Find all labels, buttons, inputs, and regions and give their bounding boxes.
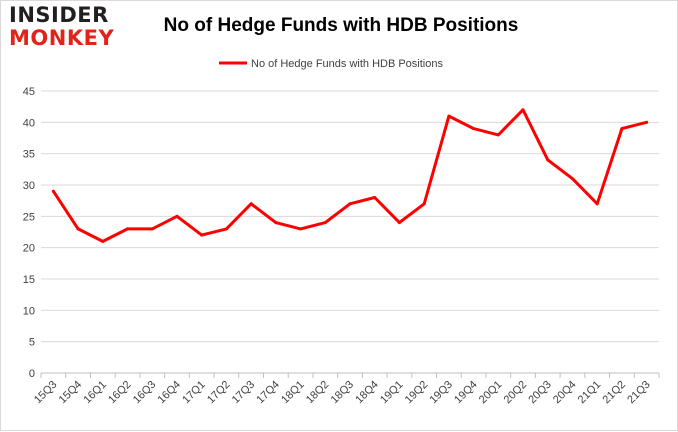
- data-point: [249, 202, 253, 206]
- data-point: [51, 189, 55, 193]
- y-tick-label: 40: [23, 117, 35, 129]
- data-point: [175, 214, 179, 218]
- gridlines: [41, 90, 659, 374]
- x-tick-label: 17Q4: [254, 379, 282, 407]
- x-tick-label: 21Q1: [576, 379, 604, 407]
- x-tick-label: 21Q3: [625, 379, 653, 407]
- x-tick-label: 19Q3: [427, 379, 455, 407]
- data-point: [546, 158, 550, 162]
- x-tick-label: 18Q1: [279, 379, 307, 407]
- legend: No of Hedge Funds with HDB Positions: [219, 58, 443, 70]
- data-point: [150, 227, 154, 231]
- x-tick-label: 17Q3: [230, 379, 258, 407]
- insider-monkey-logo: INSIDER MONKEY: [9, 5, 131, 49]
- x-tick-label: 20Q4: [551, 379, 579, 407]
- series-layer: [51, 108, 649, 243]
- x-tick-label: 17Q2: [205, 379, 233, 407]
- logo-line-2: MONKEY: [9, 26, 115, 50]
- data-point: [496, 133, 500, 137]
- x-tick-label: 20Q3: [526, 379, 554, 407]
- y-tick-label: 15: [23, 274, 35, 286]
- x-axis: 15Q315Q416Q116Q216Q316Q417Q117Q217Q317Q4…: [32, 373, 660, 407]
- data-point: [397, 221, 401, 225]
- y-tick-label: 10: [23, 305, 35, 317]
- x-tick-label: 21Q2: [601, 379, 629, 407]
- y-tick-label: 30: [23, 180, 35, 192]
- y-tick-label: 0: [29, 368, 35, 380]
- data-point: [126, 227, 130, 231]
- x-tick-label: 18Q2: [304, 379, 332, 407]
- x-tick-label: 16Q2: [106, 379, 134, 407]
- x-tick-label: 19Q1: [378, 379, 406, 407]
- data-point: [447, 114, 451, 118]
- x-tick-label: 15Q3: [32, 379, 60, 407]
- x-tick-label: 16Q3: [131, 379, 159, 407]
- x-tick-label: 18Q4: [353, 379, 381, 407]
- y-tick-label: 35: [23, 149, 35, 161]
- data-point: [570, 177, 574, 181]
- data-point: [299, 227, 303, 231]
- data-point: [323, 221, 327, 225]
- x-tick-label: 20Q1: [477, 379, 505, 407]
- data-point: [521, 108, 525, 112]
- x-tick-label: 20Q2: [502, 379, 530, 407]
- data-point: [274, 221, 278, 225]
- legend-label: No of Hedge Funds with HDB Positions: [251, 58, 443, 70]
- data-point: [595, 202, 599, 206]
- x-tick-label: 15Q4: [57, 379, 85, 407]
- x-tick-label: 19Q2: [403, 379, 431, 407]
- data-point: [348, 202, 352, 206]
- y-tick-label: 45: [23, 86, 35, 98]
- data-point: [645, 120, 649, 124]
- x-tick-label: 17Q1: [180, 379, 208, 407]
- chart-title: No of Hedge Funds with HDB Positions: [163, 15, 519, 36]
- data-point: [373, 196, 377, 200]
- x-tick-label: 16Q4: [156, 379, 184, 407]
- data-point: [422, 202, 426, 206]
- x-tick-label: 19Q4: [452, 379, 480, 407]
- series-line: [51, 108, 649, 243]
- y-axis: 0 5 10 15 20 25 30 35 40 45: [23, 86, 35, 380]
- x-tick-label: 18Q3: [329, 379, 357, 407]
- y-tick-label: 5: [29, 337, 35, 349]
- data-point: [200, 233, 204, 237]
- data-point: [620, 127, 624, 131]
- data-point: [101, 239, 105, 243]
- y-tick-label: 25: [23, 211, 35, 223]
- data-point: [76, 227, 80, 231]
- logo-line-1: INSIDER: [9, 3, 109, 27]
- data-point: [224, 227, 228, 231]
- x-tick-label: 16Q1: [81, 379, 109, 407]
- data-point: [472, 127, 476, 131]
- y-tick-label: 20: [23, 243, 35, 255]
